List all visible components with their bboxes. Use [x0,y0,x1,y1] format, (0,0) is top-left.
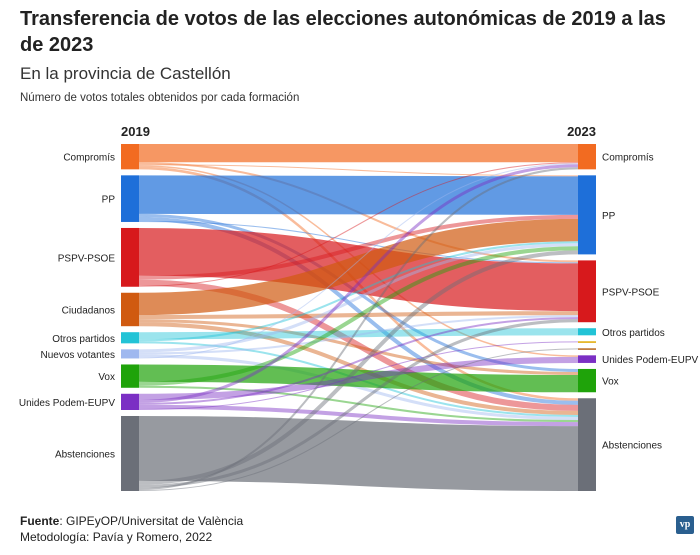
source-label: Compromís [63,153,115,164]
flow-link [138,319,579,376]
target-node [578,398,596,491]
target-node [578,328,596,336]
source-label: PP [102,195,116,206]
target-node [578,175,596,255]
target-label: Compromís [602,153,654,164]
source-label: Ciudadanos [62,305,115,316]
methodology-text: Metodología: Pavía y Romero, 2022 [20,530,213,544]
chart-title: Transferencia de votos de las elecciones… [20,8,666,56]
nodes [121,144,596,491]
flow-link [138,164,579,403]
source-node [121,393,139,410]
source-node [121,332,139,344]
target-label: PSPV-PSOE [602,287,660,298]
flow-link [138,415,579,491]
flow-link [138,214,579,280]
publisher-logo: vp [676,516,694,534]
flow-link [138,220,579,264]
flow-link [138,216,579,405]
target-label: Unides Podem-EUPV [602,355,698,366]
flow-link [138,175,579,215]
source-node [121,292,139,327]
flow-link [138,322,579,415]
source-label: Vox [98,372,115,383]
flow-links [138,143,579,491]
flow-link [138,315,579,355]
flow-link [138,241,579,342]
source-label: Nuevos votantes [41,350,116,361]
source-node [121,415,139,491]
source-node [121,175,139,222]
flow-link [138,317,579,405]
footer: Fuente: GIPEyOP/Universitat de València … [20,513,243,545]
node-labels: Compromís PP PSPV-PSOE Ciudadanos Otros part… [19,153,699,461]
flow-link [138,250,579,485]
right-column-label: 2023 [567,124,596,139]
target-node [578,341,596,343]
chart-note: Número de votos totales obtenidos por ca… [20,92,300,104]
source-node [121,349,139,359]
flow-link [138,162,579,287]
flow-link [138,356,579,400]
source-text: : GIPEyOP/Universitat de València [59,514,244,528]
target-node [578,368,596,393]
target-node [578,144,596,170]
flow-link [138,243,579,353]
flow-link [138,385,579,423]
source-node [121,364,139,388]
target-node [578,355,596,363]
target-label: PP [602,211,616,222]
left-column-label: 2019 [121,124,150,139]
flow-link [138,354,579,421]
target-label: Otros partidos [602,328,665,339]
flow-link [138,167,579,490]
source-label: Otros partidos [52,334,115,345]
flow-link [138,163,579,359]
flow-link [138,246,579,386]
target-label: Vox [602,377,619,388]
flow-link [138,164,579,177]
target-node [578,348,596,350]
source-label: Fuente [20,514,60,528]
flow-link [138,311,579,320]
flow-link [138,319,579,488]
source-label: Unides Podem-EUPV [19,398,115,409]
flow-link [138,364,579,393]
target-label: Abstenciones [602,441,662,452]
flow-link [138,328,579,340]
flow-link [138,348,579,491]
target-node [578,260,596,323]
source-node [121,227,139,287]
source-label: PSPV-PSOE [58,253,116,264]
chart-subtitle: En la provincia de Castellón [20,64,231,83]
source-label: Abstenciones [55,449,115,460]
source-node [121,144,139,170]
flow-link [138,404,579,427]
flow-link [138,341,579,410]
flow-link [138,218,579,316]
